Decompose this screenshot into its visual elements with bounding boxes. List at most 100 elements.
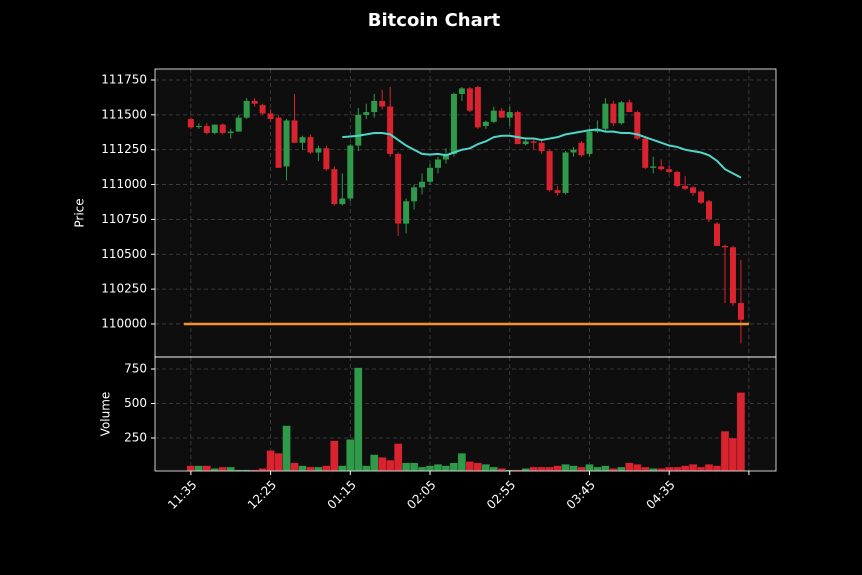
candle-body — [379, 100, 386, 107]
candle-body — [530, 141, 537, 143]
volume-bar — [712, 465, 722, 472]
candle-body — [458, 88, 465, 94]
volume-bar — [378, 457, 387, 472]
y2-tick-label: 750 — [124, 362, 147, 376]
volume-bar — [593, 466, 602, 472]
volume-bar — [553, 465, 562, 472]
volume-bar — [481, 464, 490, 472]
candle-body — [331, 169, 338, 205]
candle-body — [658, 166, 665, 170]
volume-bar — [465, 461, 475, 472]
volume-panel — [155, 357, 776, 471]
candle-body — [714, 223, 721, 246]
volume-bar — [338, 465, 347, 472]
candle-body — [562, 152, 569, 193]
candle-body — [251, 100, 258, 104]
candle-body — [387, 106, 394, 154]
volume-bar — [409, 462, 419, 472]
volume-bar — [362, 465, 371, 472]
candle-body — [618, 102, 625, 124]
candle-body — [427, 167, 434, 182]
y-tick-label: 111250 — [101, 142, 147, 156]
volume-bar — [601, 465, 610, 472]
candle-body — [211, 124, 218, 133]
volume-bar — [346, 439, 355, 472]
candle-body — [498, 110, 505, 118]
volume-bar — [529, 466, 538, 472]
candle-body — [195, 126, 202, 128]
candle-body — [666, 169, 673, 173]
candle-body — [203, 126, 210, 133]
candle-body — [634, 112, 641, 139]
candle-body — [506, 112, 513, 118]
candle-body — [315, 148, 322, 153]
candle-body — [602, 103, 609, 129]
candle-body — [737, 303, 744, 320]
volume-bar — [641, 466, 650, 472]
candle-body — [243, 100, 250, 118]
volume-bar — [585, 464, 594, 472]
candle-body — [570, 149, 577, 153]
volume-bar — [673, 466, 682, 472]
y-axis-label: Price — [73, 198, 87, 227]
candle-body — [554, 190, 561, 193]
candle-body — [419, 181, 426, 188]
candle-body — [363, 112, 370, 115]
y-tick-label: 111000 — [101, 177, 147, 191]
candle-body — [291, 120, 298, 143]
volume-bar — [617, 466, 626, 472]
volume-bar — [282, 425, 291, 472]
y2-tick-label: 500 — [124, 396, 147, 410]
volume-bar — [370, 454, 379, 472]
candle-body — [721, 245, 728, 248]
candle-body — [466, 88, 473, 111]
candle-body — [411, 187, 418, 202]
volume-bar — [194, 465, 203, 472]
volume-bar — [433, 464, 443, 472]
volume-bar — [680, 465, 690, 472]
volume-bar — [625, 462, 634, 472]
candle-body — [267, 113, 274, 120]
y2-tick-label: 250 — [124, 431, 147, 445]
y-tick-label: 111750 — [101, 73, 147, 87]
candle-body — [674, 172, 681, 186]
volume-bar — [728, 437, 738, 472]
candle-body — [626, 102, 633, 113]
moving-average — [342, 128, 742, 179]
candle-body — [490, 110, 497, 122]
candle-body — [642, 138, 649, 168]
candle-body — [706, 201, 713, 220]
candle-body — [482, 121, 489, 127]
candle-body — [514, 112, 521, 145]
candle-body — [610, 103, 617, 124]
volume-bar — [393, 443, 403, 472]
volume-bar — [577, 466, 586, 472]
volume-bar — [314, 466, 323, 472]
y2-axis-label: Volume — [99, 392, 113, 437]
candle-body — [450, 93, 457, 154]
volume-bar — [274, 453, 283, 472]
candle-body — [546, 151, 553, 191]
volume-bar — [218, 466, 227, 472]
volume-bar — [386, 459, 395, 472]
volume-bar — [417, 466, 427, 472]
candle-body — [355, 114, 362, 146]
candle-body — [187, 119, 194, 128]
volume-bar — [561, 464, 570, 472]
candle-body — [395, 153, 402, 224]
y-tick-label: 110750 — [101, 212, 147, 226]
volume-bar — [736, 392, 746, 472]
candle-body — [307, 137, 314, 153]
volume-bar — [704, 464, 714, 472]
candle-body — [299, 137, 306, 143]
volume-bar — [202, 465, 211, 472]
candle-body — [219, 124, 226, 133]
volume-bar — [688, 464, 698, 472]
candle-body — [690, 187, 697, 193]
volume-bar — [473, 462, 483, 472]
volume-bar — [441, 465, 451, 472]
y-tick-label: 111500 — [101, 107, 147, 121]
candle-body — [347, 145, 354, 199]
volume-bar — [330, 440, 339, 472]
y-tick-label: 110000 — [101, 316, 147, 330]
